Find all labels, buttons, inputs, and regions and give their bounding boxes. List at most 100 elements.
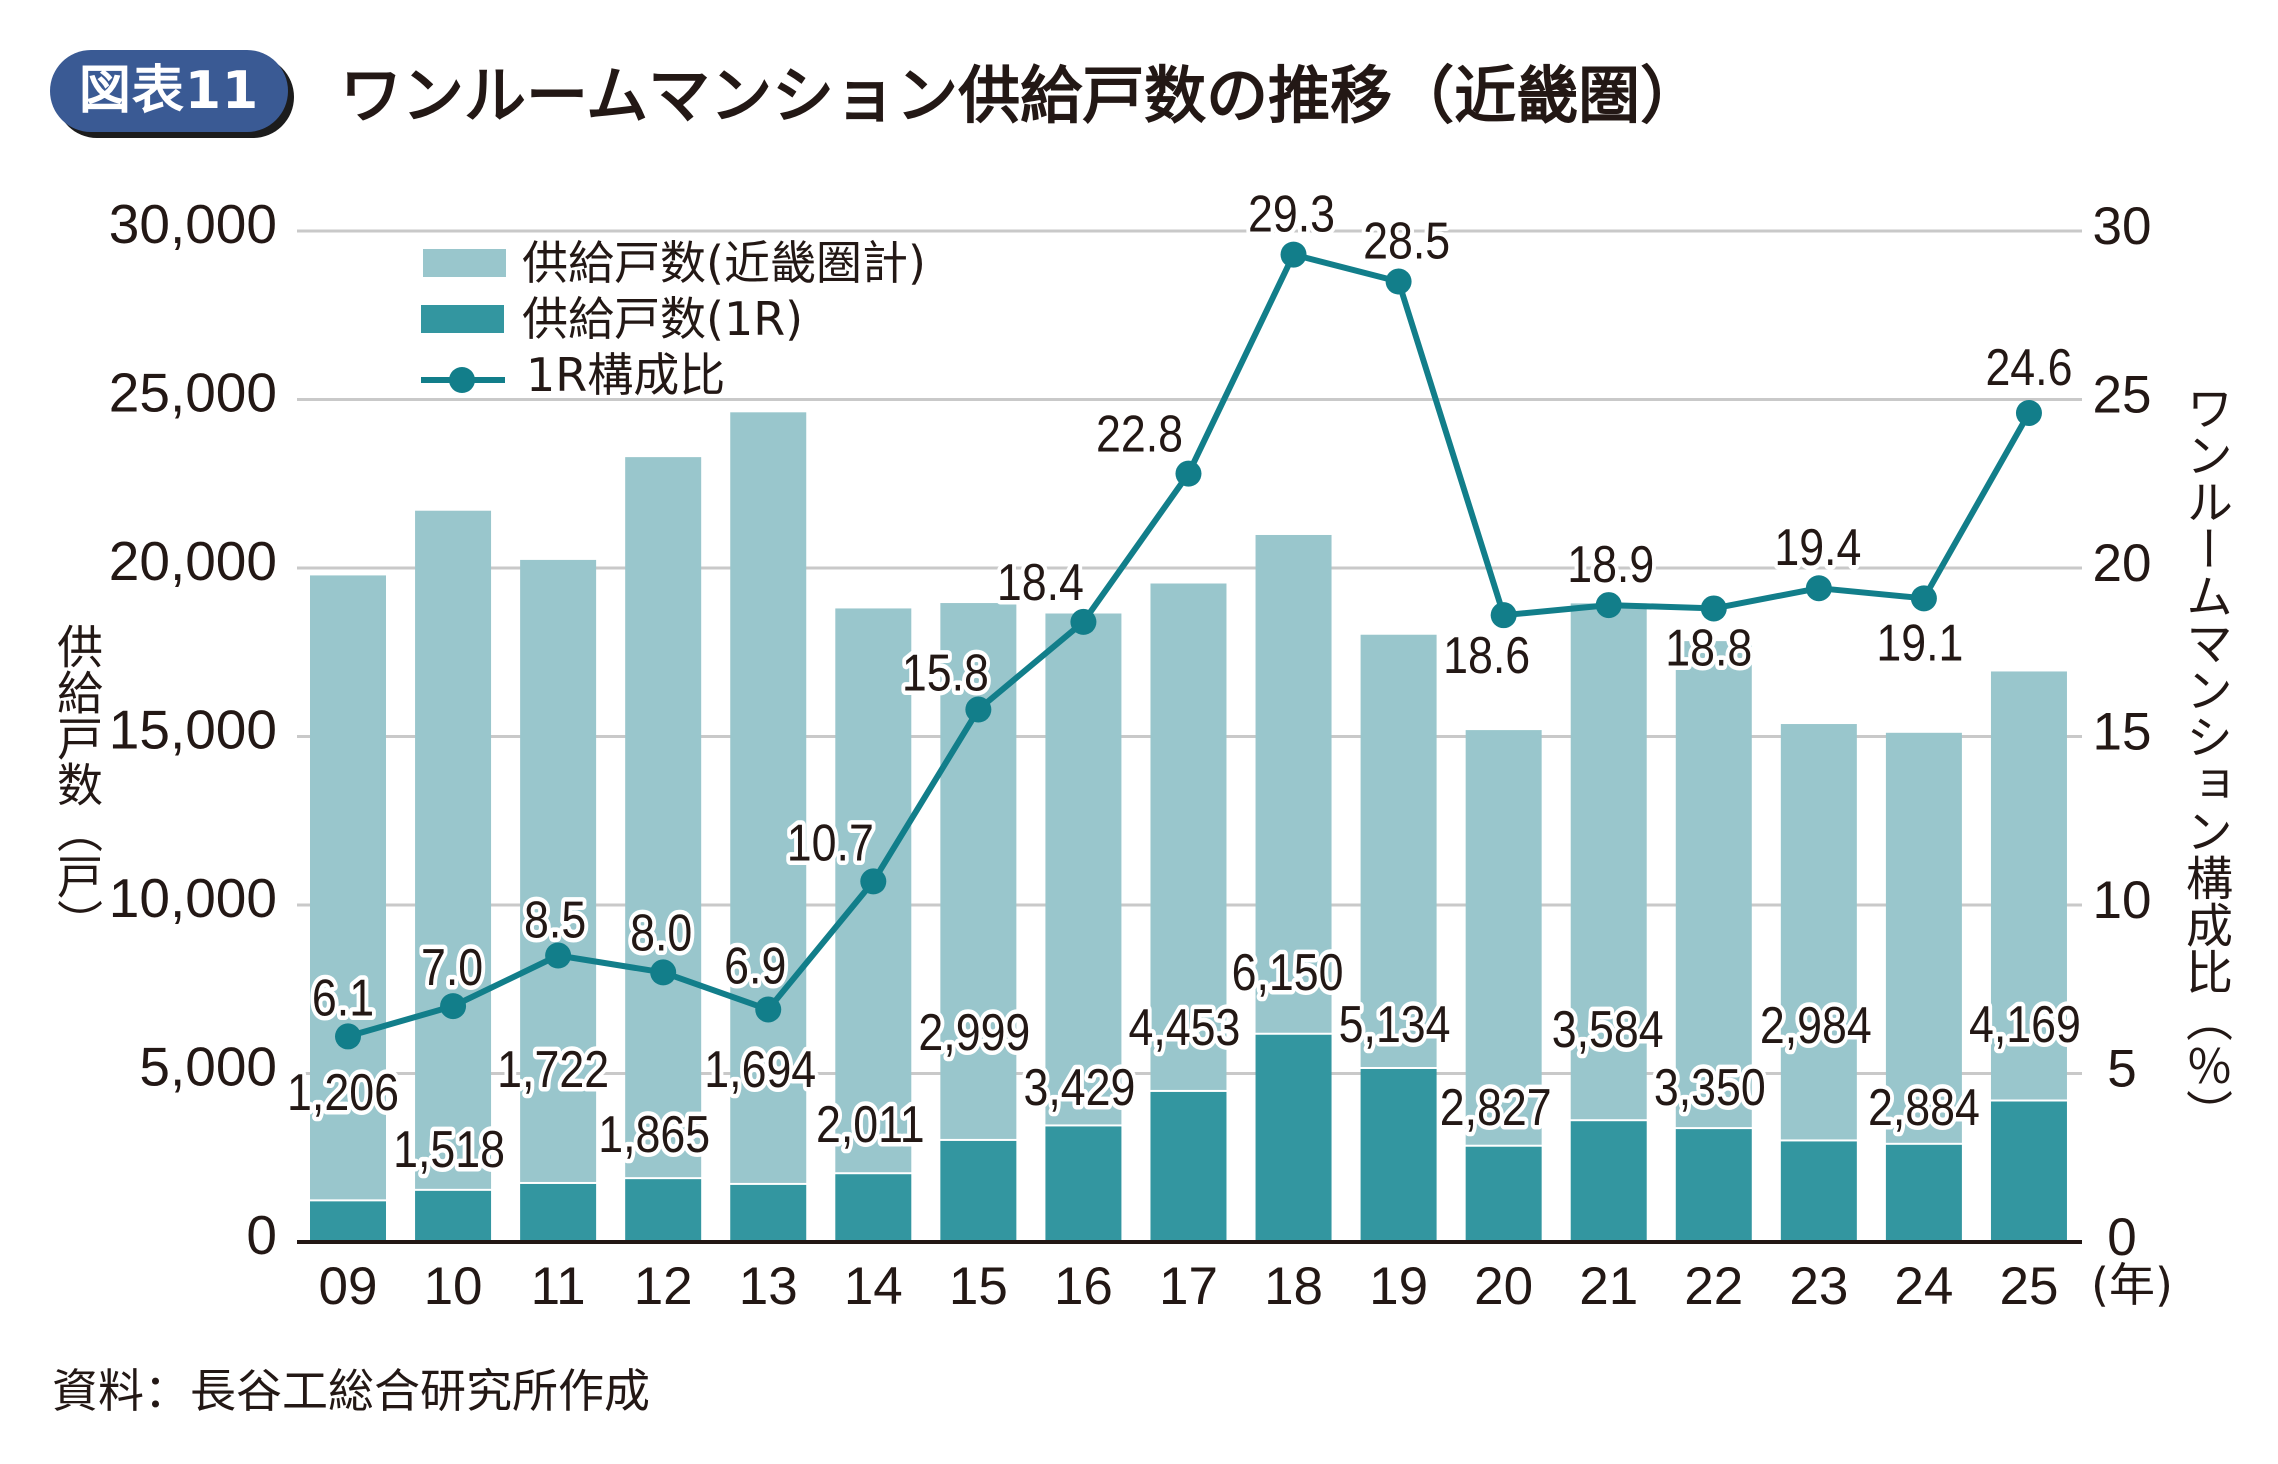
bar-1r: [625, 1179, 702, 1242]
x-tick-label: 23: [1789, 1257, 1848, 1316]
bar-1r: [310, 1201, 386, 1242]
bar-label-1r: 1,206: [287, 1064, 399, 1122]
bar-label-1r: 4,169: [1969, 996, 2081, 1054]
ratio-point: [440, 993, 467, 1020]
bar-1r: [730, 1184, 807, 1242]
x-tick-label: 20: [1474, 1257, 1533, 1316]
bar-label-1r: 1,865: [598, 1106, 710, 1164]
y-tick-label: 15,000: [109, 699, 277, 761]
y2-tick-label: 0: [2107, 1208, 2136, 1267]
x-tick-label: 13: [739, 1257, 798, 1316]
bar-1r: [1990, 1101, 2067, 1242]
legend-line-marker-icon: [421, 367, 505, 393]
y2-tick-label: 15: [2093, 703, 2152, 762]
ratio-point: [860, 868, 887, 895]
bar-total: [1990, 671, 2067, 1100]
ratio-point: [650, 959, 677, 986]
y2-tick-label: 30: [2093, 197, 2152, 256]
x-tick-label: 14: [844, 1257, 903, 1316]
source-note: 資料：長谷工総合研究所作成: [52, 1364, 650, 1418]
x-tick-label: 09: [319, 1257, 378, 1316]
ratio-point: [1070, 608, 1097, 635]
x-tick-label: 12: [634, 1257, 693, 1316]
x-tick-label: 25: [1999, 1257, 2058, 1316]
bar-1r: [835, 1174, 912, 1242]
bar-total: [625, 457, 702, 1178]
y-tick-label: 25,000: [109, 362, 277, 424]
ratio-label: 24.6: [1985, 339, 2072, 397]
y-tick-label: 30,000: [109, 193, 277, 255]
x-tick-label: 18: [1264, 1257, 1323, 1316]
bar-total: [310, 575, 386, 1200]
bar-total: [1885, 732, 1962, 1143]
x-tick-label: 21: [1579, 1257, 1638, 1316]
bar-label-1r: 6,150: [1232, 944, 1344, 1002]
bar-total: [520, 559, 597, 1182]
bar-1r: [1465, 1146, 1542, 1242]
y2-tick-label: 25: [2093, 366, 2152, 425]
ratio-point: [1700, 595, 1727, 622]
bar-label-1r: 3,584: [1552, 1001, 1664, 1059]
bar-label-1r: 2,827: [1440, 1079, 1552, 1137]
ratio-label: 18.9: [1567, 536, 1654, 594]
bar-label-1r: 3,429: [1023, 1059, 1135, 1117]
figure-badge-label: 図表11: [78, 61, 260, 121]
bar-total: [415, 510, 492, 1189]
legend-swatch-total: [423, 249, 506, 277]
y2-tick-label: 5: [2107, 1040, 2136, 1099]
ratio-point: [335, 1023, 361, 1050]
bar-label-1r: 2,999: [918, 1004, 1030, 1062]
figure-badge: 図表11: [50, 50, 288, 132]
bar-1r: [1360, 1068, 1437, 1242]
x-tick-label: 11: [531, 1257, 586, 1316]
y2-axis-title: ワンルームマンション構成比（％）: [2177, 384, 2232, 1136]
x-tick-label: 10: [424, 1257, 483, 1316]
ratio-point: [1280, 241, 1307, 268]
ratio-label: 6.1: [312, 969, 374, 1027]
bar-total: [1360, 634, 1437, 1067]
ratio-label: 10.7: [787, 814, 874, 872]
y2-tick-label: 20: [2093, 534, 2152, 593]
bar-total: [1780, 724, 1857, 1140]
bar-1r: [1885, 1144, 1962, 1242]
bar-1r: [520, 1183, 597, 1242]
ratio-label: 19.1: [1876, 614, 1963, 672]
y-tick-label: 5,000: [139, 1036, 277, 1098]
bar-label-1r: 1,722: [497, 1041, 609, 1099]
ratio-label: 15.8: [902, 644, 989, 702]
ratio-point: [1595, 592, 1622, 619]
ratio-label: 18.8: [1665, 619, 1752, 677]
ratio-point: [1175, 460, 1202, 487]
bar-1r: [940, 1140, 1017, 1242]
ratio-label: 28.5: [1363, 212, 1450, 270]
bar-label-1r: 5,134: [1339, 996, 1451, 1054]
bar-total: [1465, 730, 1542, 1145]
bar-label-1r: 4,453: [1129, 999, 1241, 1057]
legend-label-1r: 供給戸数(1R): [522, 292, 804, 346]
ratio-label: 18.6: [1443, 627, 1530, 685]
y-tick-label: 0: [246, 1204, 277, 1266]
ratio-point: [1805, 575, 1832, 602]
ratio-point: [965, 696, 992, 723]
legend-label-ratio: 1R構成比: [526, 348, 726, 402]
ratio-label: 22.8: [1096, 406, 1183, 464]
bar-1r: [1150, 1091, 1227, 1242]
ratio-label: 6.9: [724, 937, 786, 995]
x-tick-label: 24: [1894, 1257, 1953, 1316]
ratio-point: [755, 996, 782, 1023]
x-axis-unit: (年): [2091, 1258, 2173, 1312]
ratio-label: 8.0: [630, 904, 692, 962]
bar-1r: [1255, 1034, 1332, 1242]
y-axis-title: 供給戸数（戸）: [50, 623, 104, 945]
bar-label-1r: 1,518: [393, 1121, 505, 1179]
ratio-label: 8.5: [524, 891, 586, 949]
ratio-point: [1910, 585, 1937, 612]
x-tick-label: 15: [949, 1257, 1008, 1316]
ratio-label: 7.0: [421, 939, 483, 997]
y-tick-label: 20,000: [109, 530, 277, 592]
bar-1r: [1780, 1141, 1857, 1242]
y-tick-label: 10,000: [109, 867, 277, 929]
ratio-label: 29.3: [1248, 185, 1335, 243]
y2-tick-label: 10: [2093, 871, 2152, 930]
bar-1r: [1045, 1126, 1122, 1242]
